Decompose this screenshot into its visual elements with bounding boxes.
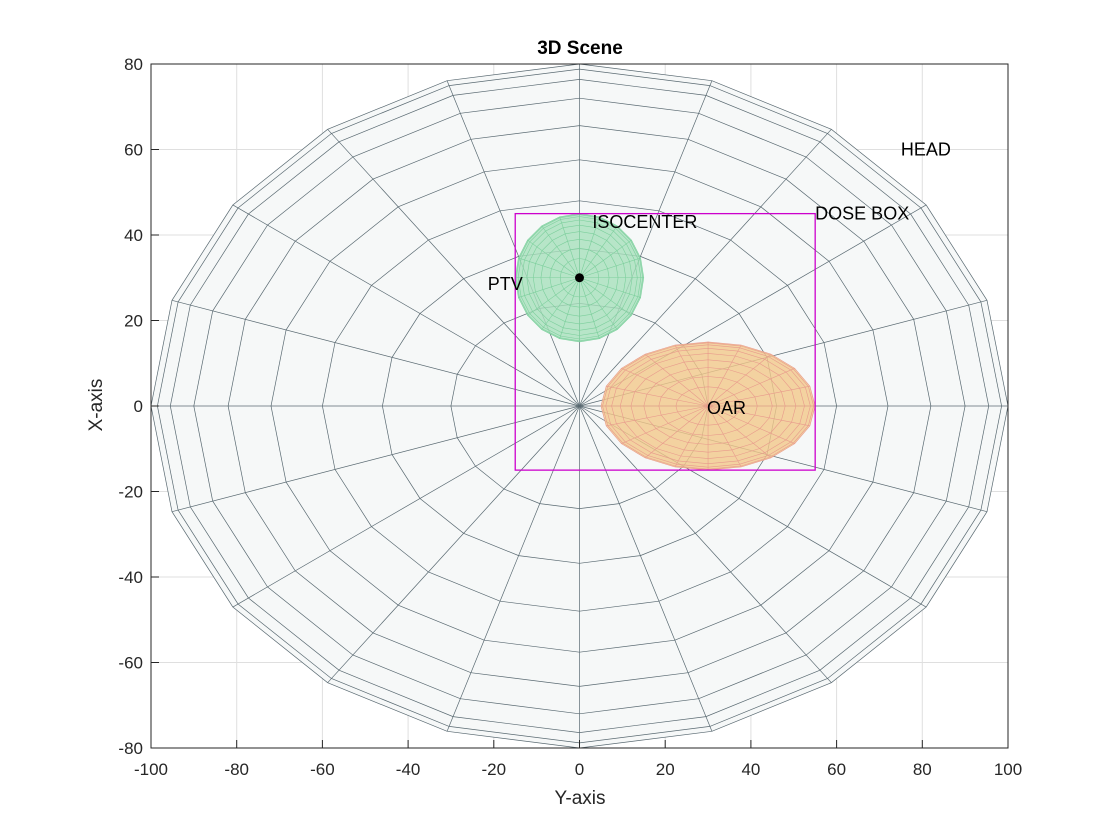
y-ticks: -80 -60 -40 -20 0 20 40 60 80 — [118, 55, 159, 758]
oar-spoke — [707, 405, 795, 444]
ptv-spoke — [527, 239, 580, 278]
oar-spoke — [707, 405, 742, 468]
ptv-spoke — [559, 216, 580, 278]
ptv-spoke — [579, 225, 618, 278]
ptv-spoke — [579, 216, 600, 278]
isocenter-marker — [575, 273, 584, 283]
x-tick-label: -40 — [396, 760, 421, 779]
head-spoke — [171, 299, 580, 407]
head-spoke — [579, 405, 713, 732]
ptv-spoke — [579, 277, 618, 330]
head-spoke — [579, 80, 713, 407]
oar-spoke — [674, 405, 709, 468]
ptv-spoke — [579, 277, 600, 339]
head-spoke — [579, 129, 832, 407]
oar-ring — [600, 341, 816, 471]
ptv-spoke — [579, 239, 632, 278]
head-spoke — [232, 405, 580, 608]
x-tick-label: 100 — [994, 760, 1022, 779]
head-spoke — [579, 405, 832, 683]
x-tick-label: 80 — [913, 760, 932, 779]
oar-spoke — [674, 344, 709, 407]
y-tick-label: -40 — [118, 568, 143, 587]
oar-spoke — [707, 385, 810, 407]
oar-spoke — [707, 405, 810, 427]
head-spoke — [171, 405, 580, 513]
x-tick-label: -20 — [482, 760, 507, 779]
x-tick-label: -60 — [310, 760, 335, 779]
x-tick-label: 40 — [741, 760, 760, 779]
oar-spoke — [606, 405, 709, 427]
ptv-spoke — [541, 277, 580, 330]
oar-spoke — [707, 344, 742, 407]
plot-area: -100 -80 -60 -40 -20 0 20 40 60 80 100 -80 -60 -40 -2… — [118, 55, 1022, 779]
y-tick-label: 40 — [124, 226, 143, 245]
head-label: HEAD — [901, 140, 951, 160]
y-tick-label: -80 — [118, 739, 143, 758]
oar-mesh — [600, 341, 816, 471]
oar-spoke — [644, 405, 709, 459]
dose-box-label: DOSE BOX — [815, 204, 909, 224]
y-tick-label: -20 — [118, 483, 143, 502]
x-tick-label: -100 — [134, 760, 168, 779]
ptv-spoke — [579, 277, 632, 316]
x-ticks: -100 -80 -60 -40 -20 0 20 40 60 80 100 — [134, 740, 1022, 779]
head-spoke — [446, 80, 580, 407]
oar-spoke — [707, 368, 795, 407]
head-spoke — [327, 405, 580, 683]
y-axis-label: X-axis — [86, 379, 107, 432]
x-tick-label: 60 — [827, 760, 846, 779]
oar-spoke — [707, 405, 772, 459]
x-tick-label: 20 — [656, 760, 675, 779]
dose-box-outline — [514, 212, 816, 471]
ptv-spoke — [527, 277, 580, 316]
head-spoke — [327, 129, 580, 407]
chart-title: 3D Scene — [537, 38, 623, 59]
y-tick-label: 60 — [124, 141, 143, 160]
head-spoke — [232, 204, 580, 407]
ptv-spoke — [518, 257, 580, 279]
oar-spoke — [707, 353, 772, 407]
y-tick-label: 20 — [124, 312, 143, 331]
ptv-spoke — [579, 257, 641, 279]
ptv-spoke — [518, 277, 580, 298]
y-tick-label: -60 — [118, 654, 143, 673]
head-spoke — [446, 405, 580, 732]
isocenter-label: ISOCENTER — [592, 212, 697, 232]
oar-spoke — [644, 353, 709, 407]
oar-spoke — [606, 385, 709, 407]
x-tick-label: 0 — [575, 760, 584, 779]
ptv-label: PTV — [488, 274, 523, 294]
x-axis-label: Y-axis — [554, 788, 605, 809]
y-tick-label: 80 — [124, 55, 143, 74]
oar-spoke — [621, 405, 709, 444]
ptv-spoke — [579, 277, 641, 298]
x-tick-label: -80 — [224, 760, 249, 779]
oar-spoke — [621, 368, 709, 407]
ptv-spoke — [541, 225, 580, 278]
oar-label: OAR — [707, 398, 746, 418]
y-tick-label: 0 — [134, 397, 143, 416]
ptv-spoke — [559, 277, 580, 339]
